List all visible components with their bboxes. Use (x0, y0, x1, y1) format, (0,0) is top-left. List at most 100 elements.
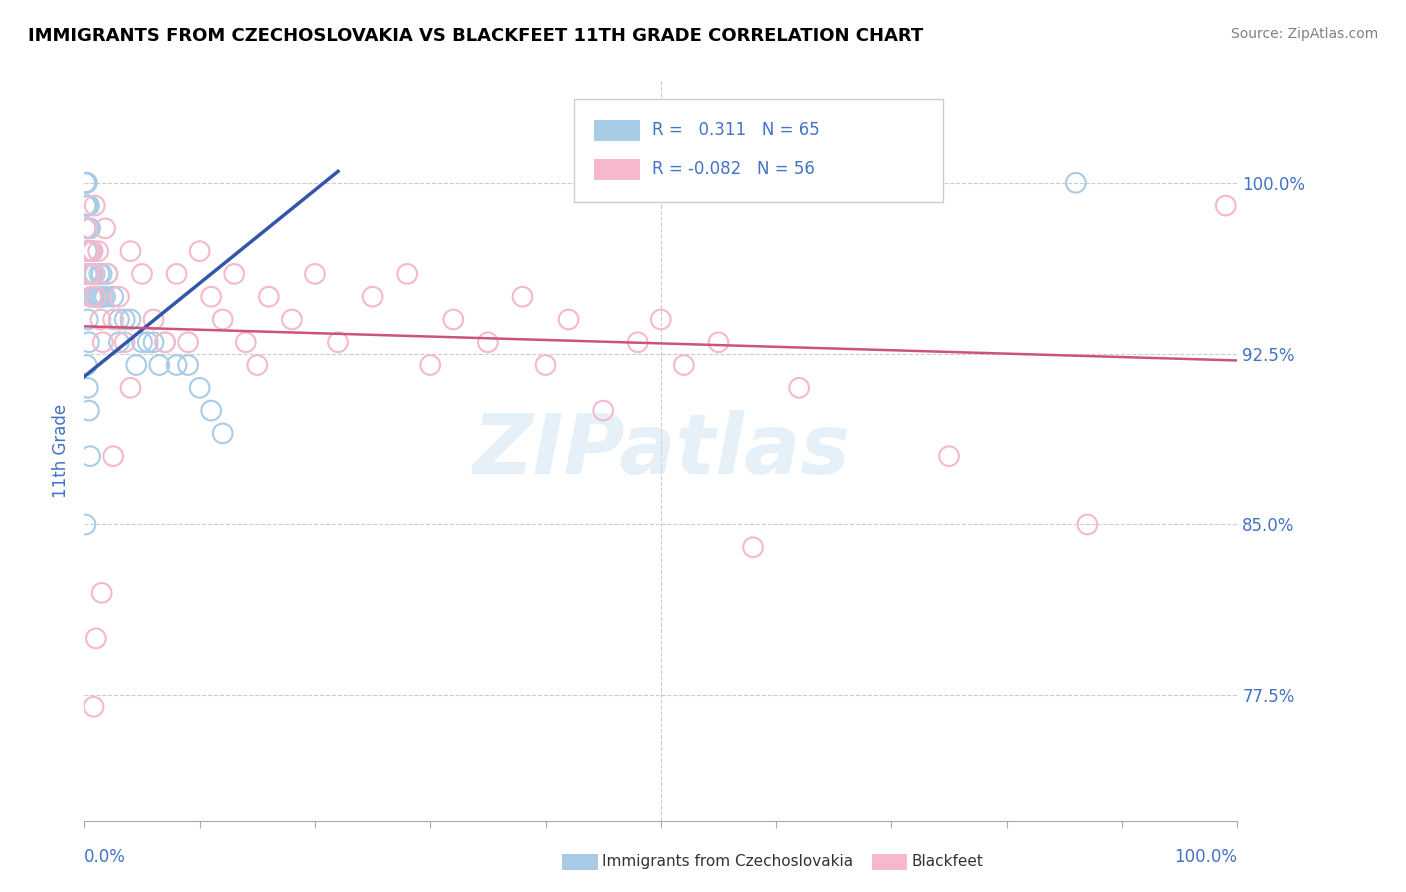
Point (1076, 517, 1098, 532)
Point (83, 290, 105, 304)
Point (103, 449, 124, 463)
Point (304, 267, 326, 281)
Text: Source: ZipAtlas.com: Source: ZipAtlas.com (1230, 27, 1378, 41)
Point (76, 176, 98, 190)
Point (84, 290, 107, 304)
Point (83, 198, 105, 212)
Point (79, 267, 101, 281)
Point (90, 586, 112, 600)
Point (136, 335, 159, 350)
Point (76, 198, 98, 212)
Point (79, 221, 101, 235)
Text: ZIPatlas: ZIPatlas (472, 410, 849, 491)
Point (82, 267, 104, 281)
Text: Immigrants from Czechoslovakia: Immigrants from Czechoslovakia (602, 855, 853, 869)
Point (76, 244, 98, 259)
Point (125, 358, 148, 372)
Point (108, 312, 131, 326)
Point (592, 403, 614, 417)
Point (77, 221, 100, 235)
Point (177, 358, 200, 372)
Point (120, 312, 142, 326)
Point (787, 381, 810, 395)
Point (534, 358, 557, 372)
Point (76, 358, 98, 372)
Point (200, 403, 222, 417)
Point (246, 358, 269, 372)
Point (200, 290, 222, 304)
Point (131, 267, 153, 281)
Point (76, 244, 98, 259)
Point (80, 290, 103, 304)
Point (211, 426, 233, 441)
Point (80, 290, 103, 304)
Point (82, 244, 104, 259)
Point (103, 290, 124, 304)
Point (76, 221, 98, 235)
Point (75, 176, 97, 190)
Point (76, 176, 98, 190)
Point (96, 267, 118, 281)
Point (742, 541, 765, 555)
Point (938, 449, 960, 463)
Point (153, 335, 176, 350)
Point (153, 335, 176, 350)
Point (91, 335, 114, 350)
Point (477, 335, 499, 350)
Point (120, 244, 142, 259)
Point (89, 312, 111, 326)
Point (557, 312, 579, 326)
Point (76, 244, 98, 259)
Point (131, 335, 153, 350)
Point (114, 312, 136, 326)
Point (75, 176, 97, 190)
Point (235, 335, 257, 350)
Point (77, 267, 100, 281)
Point (441, 312, 464, 326)
Point (148, 358, 170, 372)
Point (76, 312, 98, 326)
Point (77, 198, 100, 212)
Bar (593, 160, 640, 180)
Point (419, 358, 441, 372)
Point (142, 335, 165, 350)
Point (75, 517, 97, 532)
Point (76, 221, 98, 235)
Point (114, 335, 136, 350)
Point (707, 335, 730, 350)
Point (188, 244, 211, 259)
Text: R =   0.311   N = 65: R = 0.311 N = 65 (651, 121, 820, 139)
Point (257, 290, 280, 304)
Point (142, 312, 165, 326)
Point (326, 335, 349, 350)
Point (84, 632, 107, 646)
Point (76, 267, 98, 281)
Point (84, 290, 107, 304)
Point (91, 290, 114, 304)
Point (86, 290, 108, 304)
Point (87, 244, 110, 259)
Point (77, 403, 100, 417)
Bar (593, 120, 640, 141)
Point (1064, 176, 1087, 190)
Point (166, 358, 188, 372)
Point (1215, 198, 1237, 212)
Point (94, 290, 117, 304)
Point (76, 198, 98, 212)
Point (103, 312, 124, 326)
Point (76, 198, 98, 212)
Text: R = -0.082   N = 56: R = -0.082 N = 56 (651, 161, 814, 178)
Point (79, 244, 101, 259)
Text: 100.0%: 100.0% (1174, 848, 1237, 866)
Point (83, 699, 105, 714)
Point (83, 267, 105, 281)
Point (650, 312, 672, 326)
Point (77, 335, 100, 350)
Point (224, 267, 246, 281)
Point (188, 381, 211, 395)
Point (77, 244, 100, 259)
Point (120, 381, 142, 395)
Text: 0.0%: 0.0% (84, 848, 127, 866)
Point (79, 244, 101, 259)
Point (90, 267, 112, 281)
